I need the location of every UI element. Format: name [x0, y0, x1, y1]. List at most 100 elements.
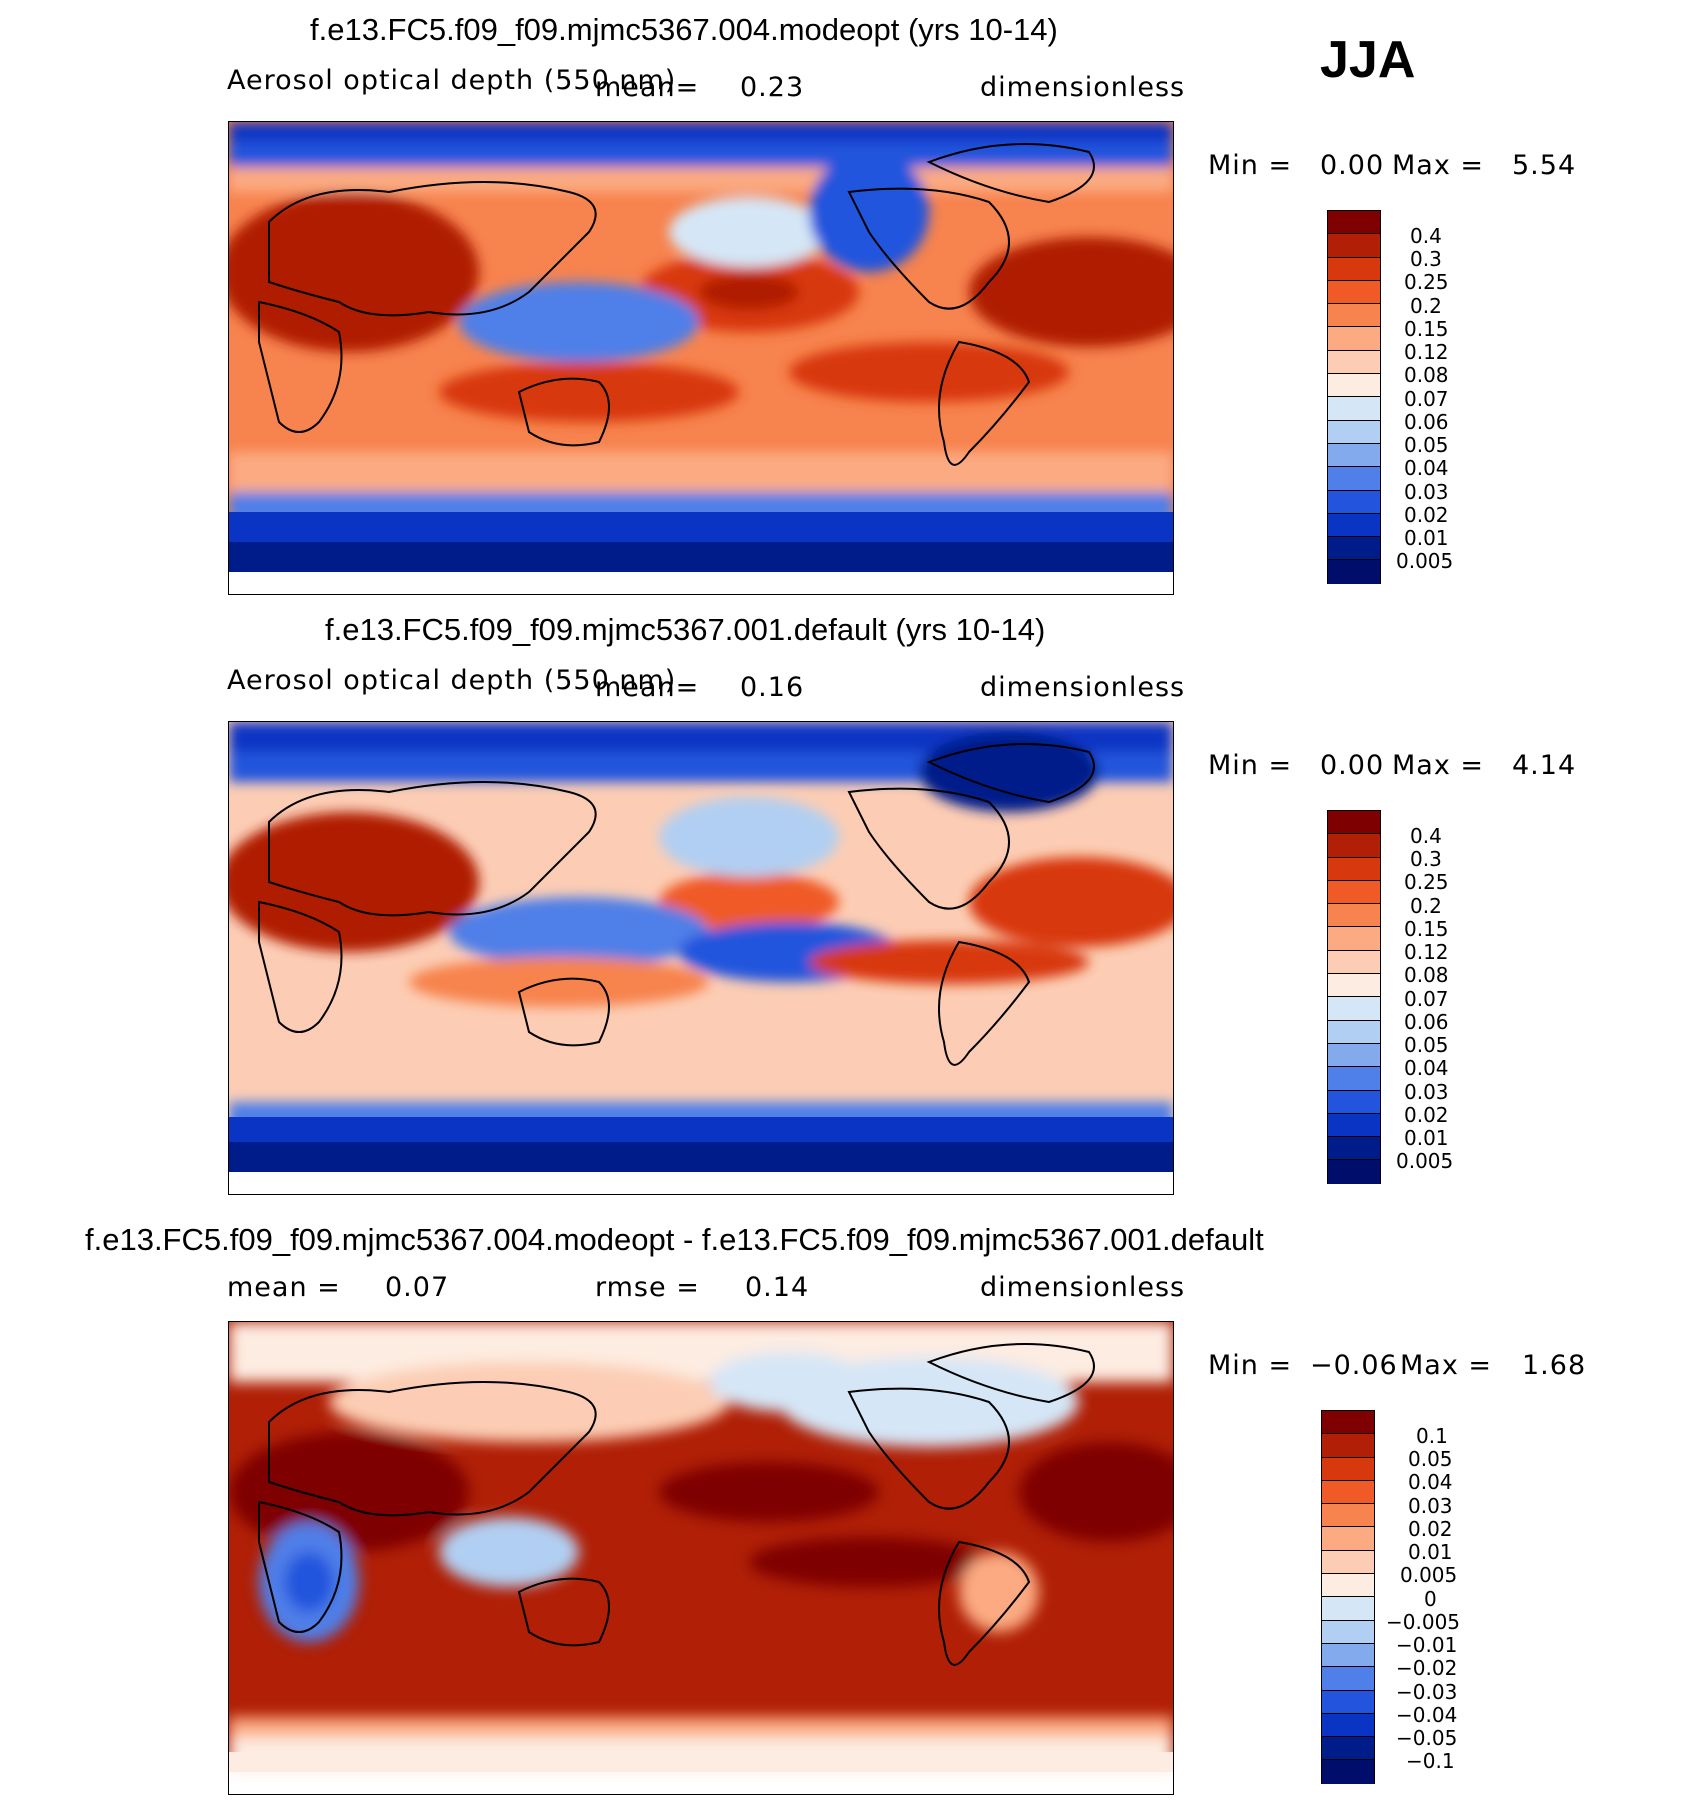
cbar-label: 0.08	[1404, 363, 1449, 387]
cbar-segment	[1328, 1137, 1380, 1161]
cbar-label: 0.03	[1408, 1494, 1453, 1518]
cbar-label: 0.07	[1404, 387, 1449, 411]
cbar-segment	[1328, 880, 1380, 905]
panel3-map	[228, 1321, 1174, 1795]
cbar-segment	[1328, 490, 1380, 514]
cbar-segment	[1328, 927, 1380, 951]
cbar-label: 0.01	[1404, 1126, 1449, 1150]
cbar-label: 0.2	[1410, 894, 1442, 918]
cbar-label: −0.04	[1396, 1703, 1458, 1727]
cbar-segment	[1328, 257, 1380, 281]
panel3-rmse-label: rmse =	[595, 1272, 700, 1303]
cbar-label: 0.01	[1404, 526, 1449, 550]
cbar-label: 0.03	[1404, 480, 1449, 504]
panel1-max-value: 5.54	[1512, 150, 1577, 181]
cbar-segment	[1322, 1574, 1374, 1598]
cbar-label: 0.06	[1404, 410, 1449, 434]
cbar-label: −0.03	[1396, 1680, 1458, 1704]
cbar-segment	[1328, 1090, 1380, 1114]
cbar-segment	[1328, 834, 1380, 858]
cbar-segment	[1328, 857, 1380, 881]
cbar-label: 0.15	[1404, 917, 1449, 941]
cbar-label: 0.02	[1408, 1517, 1453, 1541]
cbar-label: −0.02	[1396, 1656, 1458, 1680]
cbar-segment	[1328, 1020, 1380, 1044]
cbar-segment	[1328, 997, 1380, 1021]
panel3-title: f.e13.FC5.f09_f09.mjmc5367.004.modeopt -…	[85, 1222, 1264, 1257]
panel3-mean-value: 0.07	[385, 1272, 450, 1303]
panel3-colorbar	[1321, 1410, 1375, 1784]
cbar-label: 0.005	[1396, 1149, 1454, 1173]
cbar-label: 0.04	[1404, 1056, 1449, 1080]
cbar-segment	[1328, 397, 1380, 421]
panel1-mean-label: mean=	[595, 72, 700, 103]
panel2-colorbar	[1327, 810, 1381, 1184]
cbar-segment	[1328, 537, 1380, 561]
cbar-segment	[1322, 1667, 1374, 1691]
cbar-label: 0.05	[1404, 1033, 1449, 1057]
map1-coastlines	[258, 143, 1095, 466]
cbar-label: 0.08	[1404, 963, 1449, 987]
map2-coastlines	[258, 743, 1095, 1066]
panel2-max-label: Max =	[1392, 750, 1485, 781]
cbar-label: 0.1	[1416, 1424, 1448, 1448]
cbar-label: 0.25	[1404, 270, 1449, 294]
cbar-segment	[1328, 811, 1380, 835]
panel2-variable: Aerosol optical depth (550 nm)	[227, 665, 677, 696]
panel1-min-value: 0.00	[1320, 150, 1385, 181]
panel2-min-value: 0.00	[1320, 750, 1385, 781]
cbar-segment	[1328, 1043, 1380, 1068]
cbar-segment	[1328, 560, 1380, 584]
panel1-mean-value: 0.23	[740, 72, 805, 103]
panel3-units: dimensionless	[980, 1272, 1186, 1303]
cbar-label: 0.04	[1404, 456, 1449, 480]
panel1-units: dimensionless	[980, 72, 1186, 103]
cbar-label: 0.03	[1404, 1080, 1449, 1104]
season-label: JJA	[1320, 31, 1416, 89]
cbar-segment	[1328, 304, 1380, 328]
cbar-segment	[1322, 1713, 1374, 1738]
cbar-segment	[1328, 950, 1380, 975]
map3-coastlines	[258, 1343, 1095, 1666]
cbar-segment	[1322, 1457, 1374, 1481]
panel2-max-value: 4.14	[1512, 750, 1577, 781]
cbar-segment	[1328, 904, 1380, 928]
panel3-min-value: −0.06	[1310, 1350, 1398, 1381]
cbar-segment	[1328, 1067, 1380, 1091]
cbar-segment	[1322, 1550, 1374, 1575]
panel1-variable: Aerosol optical depth (550 nm)	[227, 65, 677, 96]
panel3-max-label: Max =	[1400, 1350, 1493, 1381]
panel1-min-label: Min =	[1208, 150, 1293, 181]
panel3-max-value: 1.68	[1522, 1350, 1587, 1381]
cbar-label: 0.04	[1408, 1470, 1453, 1494]
cbar-segment	[1328, 467, 1380, 491]
cbar-segment	[1322, 1597, 1374, 1621]
cbar-segment	[1328, 420, 1380, 444]
cbar-label: −0.05	[1396, 1726, 1458, 1750]
panel2-map	[228, 721, 1174, 1195]
cbar-label: −0.005	[1386, 1610, 1461, 1634]
cbar-segment	[1322, 1527, 1374, 1551]
cbar-label: 0.12	[1404, 940, 1449, 964]
cbar-label: 0.01	[1408, 1540, 1453, 1564]
panel3-mean-label: mean =	[227, 1272, 341, 1303]
cbar-label: 0.02	[1404, 503, 1449, 527]
cbar-segment	[1328, 443, 1380, 468]
cbar-label: 0.4	[1410, 824, 1442, 848]
cbar-segment	[1322, 1480, 1374, 1505]
cbar-label: 0.2	[1410, 294, 1442, 318]
cbar-segment	[1322, 1504, 1374, 1528]
panel3-min-label: Min =	[1208, 1350, 1293, 1381]
cbar-label: 0.005	[1400, 1563, 1458, 1587]
cbar-segment	[1328, 974, 1380, 998]
panel2-units: dimensionless	[980, 672, 1186, 703]
cbar-segment	[1328, 350, 1380, 375]
cbar-segment	[1322, 1690, 1374, 1714]
panel2-title: f.e13.FC5.f09_f09.mjmc5367.001.default (…	[325, 612, 1046, 647]
cbar-segment	[1328, 234, 1380, 258]
cbar-segment	[1322, 1434, 1374, 1458]
panel2-min-label: Min =	[1208, 750, 1293, 781]
cbar-segment	[1328, 327, 1380, 351]
cbar-segment	[1328, 1160, 1380, 1184]
cbar-segment	[1322, 1411, 1374, 1435]
